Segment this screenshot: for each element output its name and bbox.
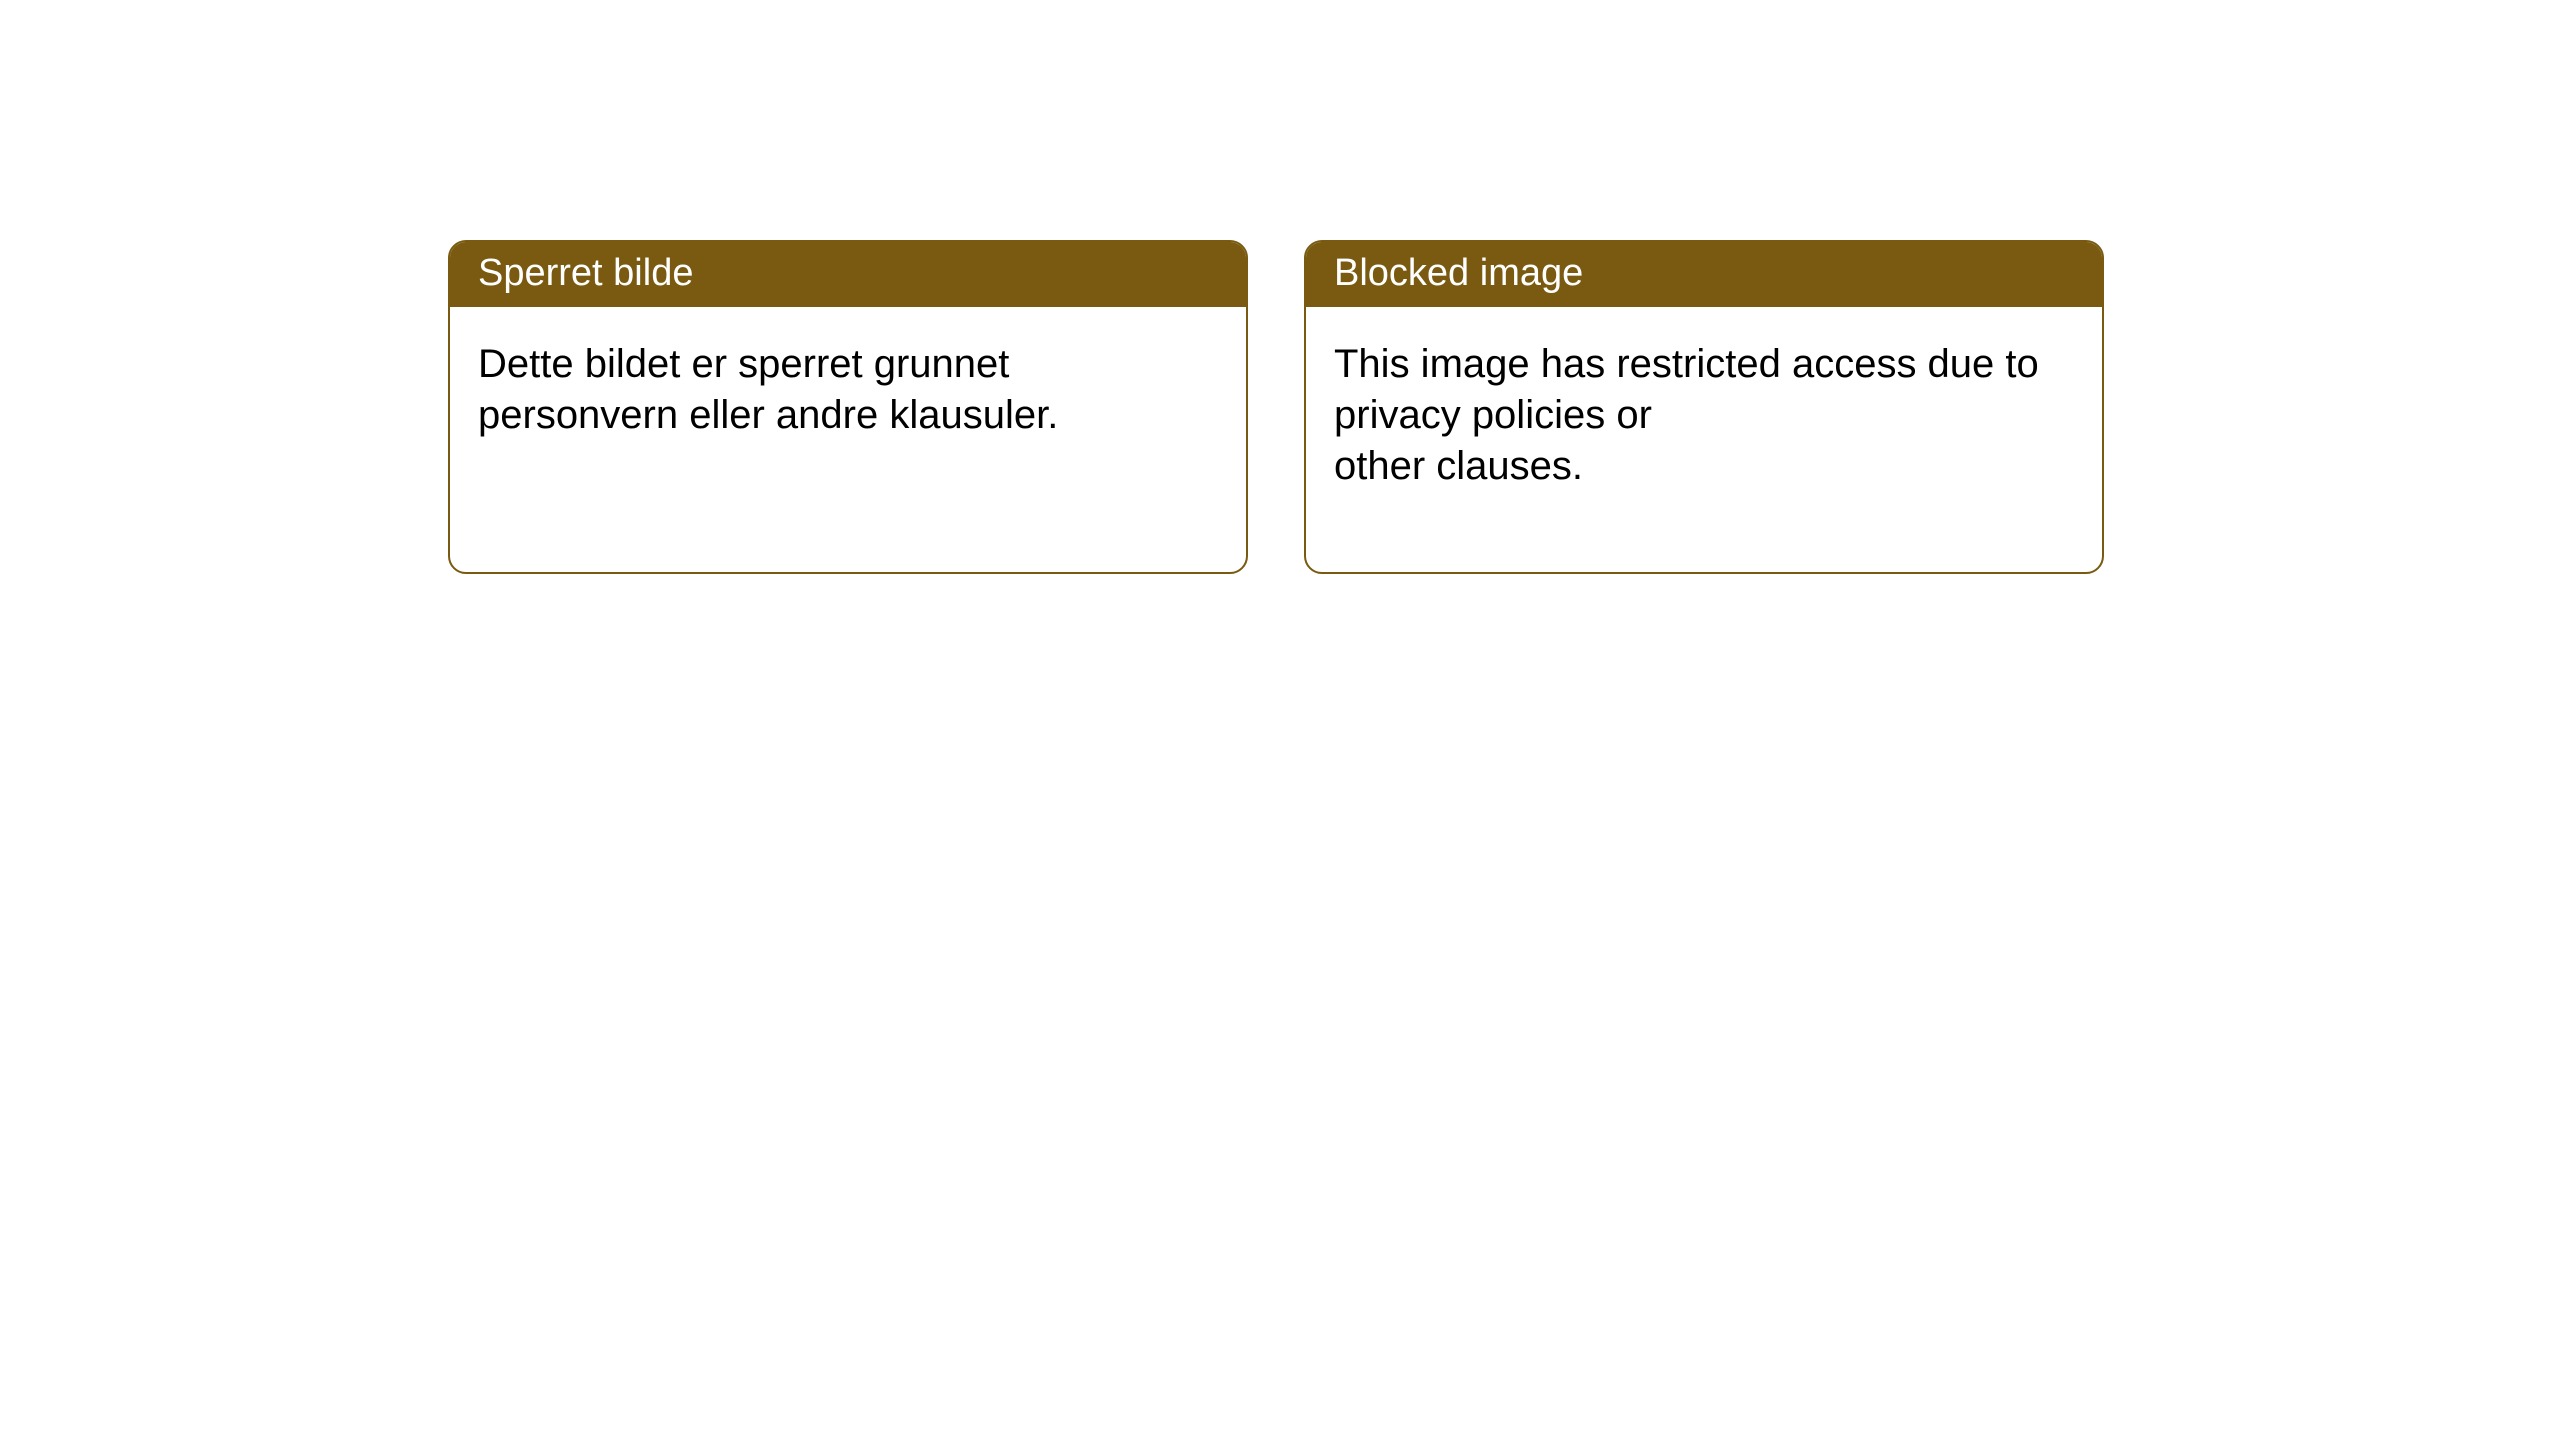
notice-card-english: Blocked image This image has restricted … <box>1304 240 2104 574</box>
notice-card-norwegian: Sperret bilde Dette bildet er sperret gr… <box>448 240 1248 574</box>
notice-cards-container: Sperret bilde Dette bildet er sperret gr… <box>0 0 2560 574</box>
notice-card-body: Dette bildet er sperret grunnet personve… <box>450 307 1246 469</box>
notice-card-header: Sperret bilde <box>450 242 1246 307</box>
notice-card-header: Blocked image <box>1306 242 2102 307</box>
notice-card-body: This image has restricted access due to … <box>1306 307 2102 521</box>
